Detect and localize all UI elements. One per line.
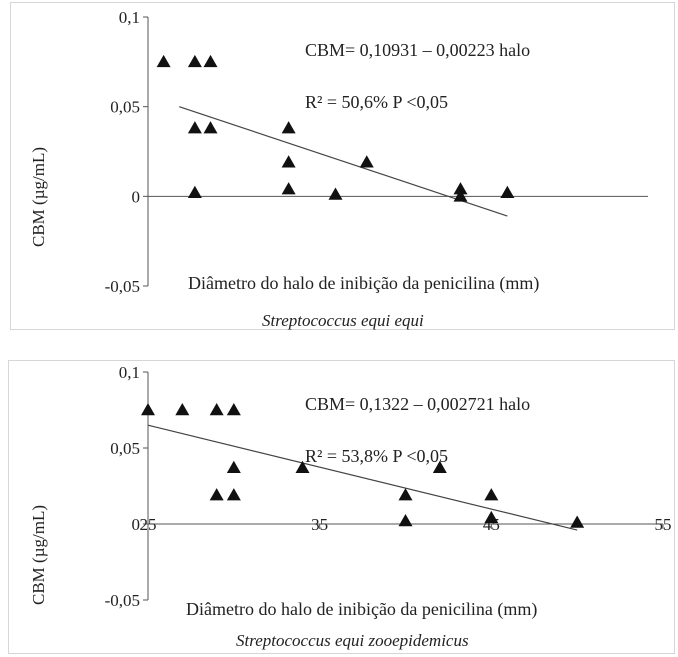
chart-panel-zooepidemicus: CBM (µg/mL) CBM= 0,1322 – 0,002721 halo … bbox=[0, 358, 678, 657]
data-point-triangle bbox=[156, 54, 171, 68]
y-tick-label: 0,1 bbox=[119, 8, 140, 27]
data-point-triangle bbox=[187, 185, 202, 198]
data-point-triangle bbox=[484, 510, 499, 524]
y-tick-label: 0 bbox=[132, 187, 141, 206]
data-point-triangle bbox=[187, 54, 202, 68]
y-tick-label: -0,05 bbox=[105, 277, 140, 296]
data-point-triangle bbox=[359, 155, 374, 168]
data-point-triangle bbox=[500, 185, 515, 198]
y-tick-label: 0,05 bbox=[110, 98, 140, 117]
r-squared-stat: R² = 53,8% P <0,05 bbox=[305, 446, 448, 466]
r-squared-symbol: R² bbox=[305, 92, 322, 112]
regression-line bbox=[179, 106, 508, 217]
chart-caption: Streptococcus equi equi bbox=[262, 311, 424, 330]
data-point-triangle bbox=[141, 403, 155, 416]
data-point-triangle bbox=[281, 182, 296, 195]
data-point-triangle bbox=[295, 460, 310, 474]
stat-text: = 53,8% P <0,05 bbox=[322, 446, 448, 466]
r-squared-stat: R² = 50,6% P <0,05 bbox=[305, 92, 448, 112]
data-point-triangle bbox=[203, 121, 218, 134]
data-point-triangle bbox=[209, 403, 224, 416]
y-tick-label: 0,1 bbox=[119, 363, 140, 382]
data-point-triangle bbox=[175, 403, 190, 416]
data-point-triangle bbox=[398, 488, 413, 501]
y-axis-label: CBM (µg/mL) bbox=[29, 505, 48, 605]
chart-frame bbox=[8, 360, 675, 654]
data-point-triangle bbox=[453, 182, 468, 195]
regression-equation: CBM= 0,1322 – 0,002721 halo bbox=[305, 394, 530, 414]
scatter-chart-equi: CBM (µg/mL) CBM= 0,10931 – 0,00223 halo … bbox=[29, 8, 648, 330]
x-axis-label: Diâmetro do halo de inibição da penicili… bbox=[186, 599, 537, 620]
data-point-triangle bbox=[328, 187, 343, 200]
data-point-triangle bbox=[203, 54, 218, 68]
data-point-triangle bbox=[226, 403, 241, 416]
x-axis-label: Diâmetro do halo de inibição da penicili… bbox=[188, 273, 539, 294]
chart-frame bbox=[10, 2, 675, 330]
x-tick-label: 25 bbox=[140, 515, 157, 534]
y-axis-label: CBM (µg/mL) bbox=[29, 147, 48, 247]
data-point-triangle bbox=[281, 155, 296, 168]
y-tick-label: 0 bbox=[132, 515, 141, 534]
data-point-triangle bbox=[398, 513, 413, 527]
regression-equation: CBM= 0,10931 – 0,00223 halo bbox=[305, 40, 530, 60]
data-point-triangle bbox=[226, 488, 241, 501]
y-tick-label: -0,05 bbox=[105, 591, 140, 610]
chart-caption: Streptococcus equi zooepidemicus bbox=[236, 631, 469, 650]
data-point-triangle bbox=[209, 488, 224, 501]
data-point-triangle bbox=[226, 460, 241, 474]
y-tick-label: 0,05 bbox=[110, 439, 140, 458]
x-tick-label: 55 bbox=[655, 515, 672, 534]
data-point-triangle bbox=[484, 488, 499, 501]
data-point-triangle bbox=[281, 121, 296, 134]
regression-line bbox=[147, 424, 578, 531]
chart-panel-equi: CBM (µg/mL) CBM= 0,10931 – 0,00223 halo … bbox=[10, 2, 675, 330]
data-point-triangle bbox=[453, 189, 468, 202]
data-point-triangle bbox=[187, 121, 202, 134]
data-point-triangle bbox=[432, 460, 447, 474]
stat-text: = 50,6% P <0,05 bbox=[322, 92, 448, 112]
r-squared-symbol: R² bbox=[305, 446, 322, 466]
x-tick-label: 35 bbox=[311, 515, 328, 534]
data-point-triangle bbox=[570, 515, 585, 528]
scatter-chart-zooepidemicus: CBM (µg/mL) CBM= 0,1322 – 0,002721 halo … bbox=[29, 363, 672, 650]
